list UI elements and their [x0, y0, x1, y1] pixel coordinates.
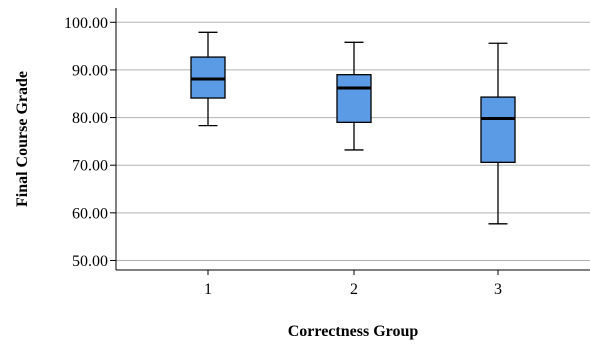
x-tick-label: 3 [494, 281, 502, 298]
x-axis-title: Correctness Group [288, 323, 419, 340]
y-tick-label: 80.00 [72, 110, 108, 127]
boxes [190, 31, 516, 225]
y-tick-label: 60.00 [72, 205, 108, 222]
y-axis-ticks: 50.00 60.00 70.00 80.00 90.00 100.00 [64, 15, 116, 270]
iqr-box [336, 74, 372, 123]
box-group-2 [336, 41, 372, 151]
x-axis-ticks: 1 2 3 [204, 270, 502, 298]
axes [115, 8, 590, 271]
x-tick-label: 2 [350, 281, 358, 298]
y-tick-label: 50.00 [72, 253, 108, 270]
y-axis-title: Final Course Grade [14, 71, 31, 207]
y-tick-label: 100.00 [64, 15, 108, 32]
iqr-box [480, 96, 516, 163]
y-tick-label: 70.00 [72, 158, 108, 175]
gridlines [116, 21, 590, 261]
box-group-3 [480, 42, 516, 225]
box-group-1 [190, 31, 226, 127]
x-tick-label: 1 [204, 281, 212, 298]
y-tick-label: 90.00 [72, 62, 108, 79]
